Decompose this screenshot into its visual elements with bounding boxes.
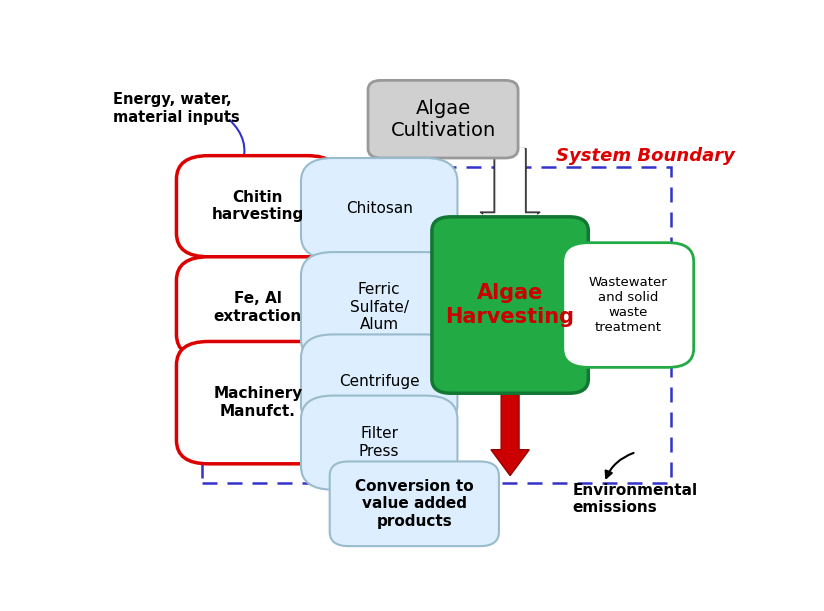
FancyBboxPatch shape bbox=[301, 334, 457, 428]
FancyBboxPatch shape bbox=[432, 217, 588, 393]
FancyBboxPatch shape bbox=[176, 342, 339, 464]
FancyArrow shape bbox=[480, 148, 540, 231]
Text: Algae
Cultivation: Algae Cultivation bbox=[391, 99, 496, 140]
Text: Wastewater
and solid
waste
treatment: Wastewater and solid waste treatment bbox=[589, 276, 667, 334]
FancyBboxPatch shape bbox=[301, 395, 457, 489]
Text: Machinery
Manufct.: Machinery Manufct. bbox=[213, 386, 302, 419]
FancyBboxPatch shape bbox=[301, 252, 457, 363]
FancyBboxPatch shape bbox=[176, 257, 339, 358]
Text: Energy, water,
material inputs: Energy, water, material inputs bbox=[113, 92, 239, 125]
FancyBboxPatch shape bbox=[330, 461, 499, 546]
Bar bbox=[202, 167, 672, 483]
FancyArrow shape bbox=[484, 148, 537, 231]
FancyBboxPatch shape bbox=[301, 158, 457, 259]
Text: Chitosan: Chitosan bbox=[346, 201, 413, 216]
Text: Filter
Press: Filter Press bbox=[359, 426, 400, 459]
Text: Centrifuge: Centrifuge bbox=[339, 374, 419, 389]
FancyBboxPatch shape bbox=[563, 243, 694, 367]
Text: System Boundary: System Boundary bbox=[556, 147, 735, 164]
Text: Chitin
harvesting: Chitin harvesting bbox=[212, 190, 304, 222]
Text: Conversion to
value added
products: Conversion to value added products bbox=[355, 479, 474, 529]
FancyArrow shape bbox=[491, 379, 529, 475]
Text: Environmental
emissions: Environmental emissions bbox=[573, 483, 697, 515]
Text: Algae
Harvesting: Algae Harvesting bbox=[446, 284, 574, 327]
Text: Ferric
Sulfate/
Alum: Ferric Sulfate/ Alum bbox=[349, 282, 409, 332]
FancyBboxPatch shape bbox=[176, 156, 339, 257]
FancyBboxPatch shape bbox=[368, 81, 518, 158]
Text: Fe, Al
extraction: Fe, Al extraction bbox=[213, 291, 302, 324]
